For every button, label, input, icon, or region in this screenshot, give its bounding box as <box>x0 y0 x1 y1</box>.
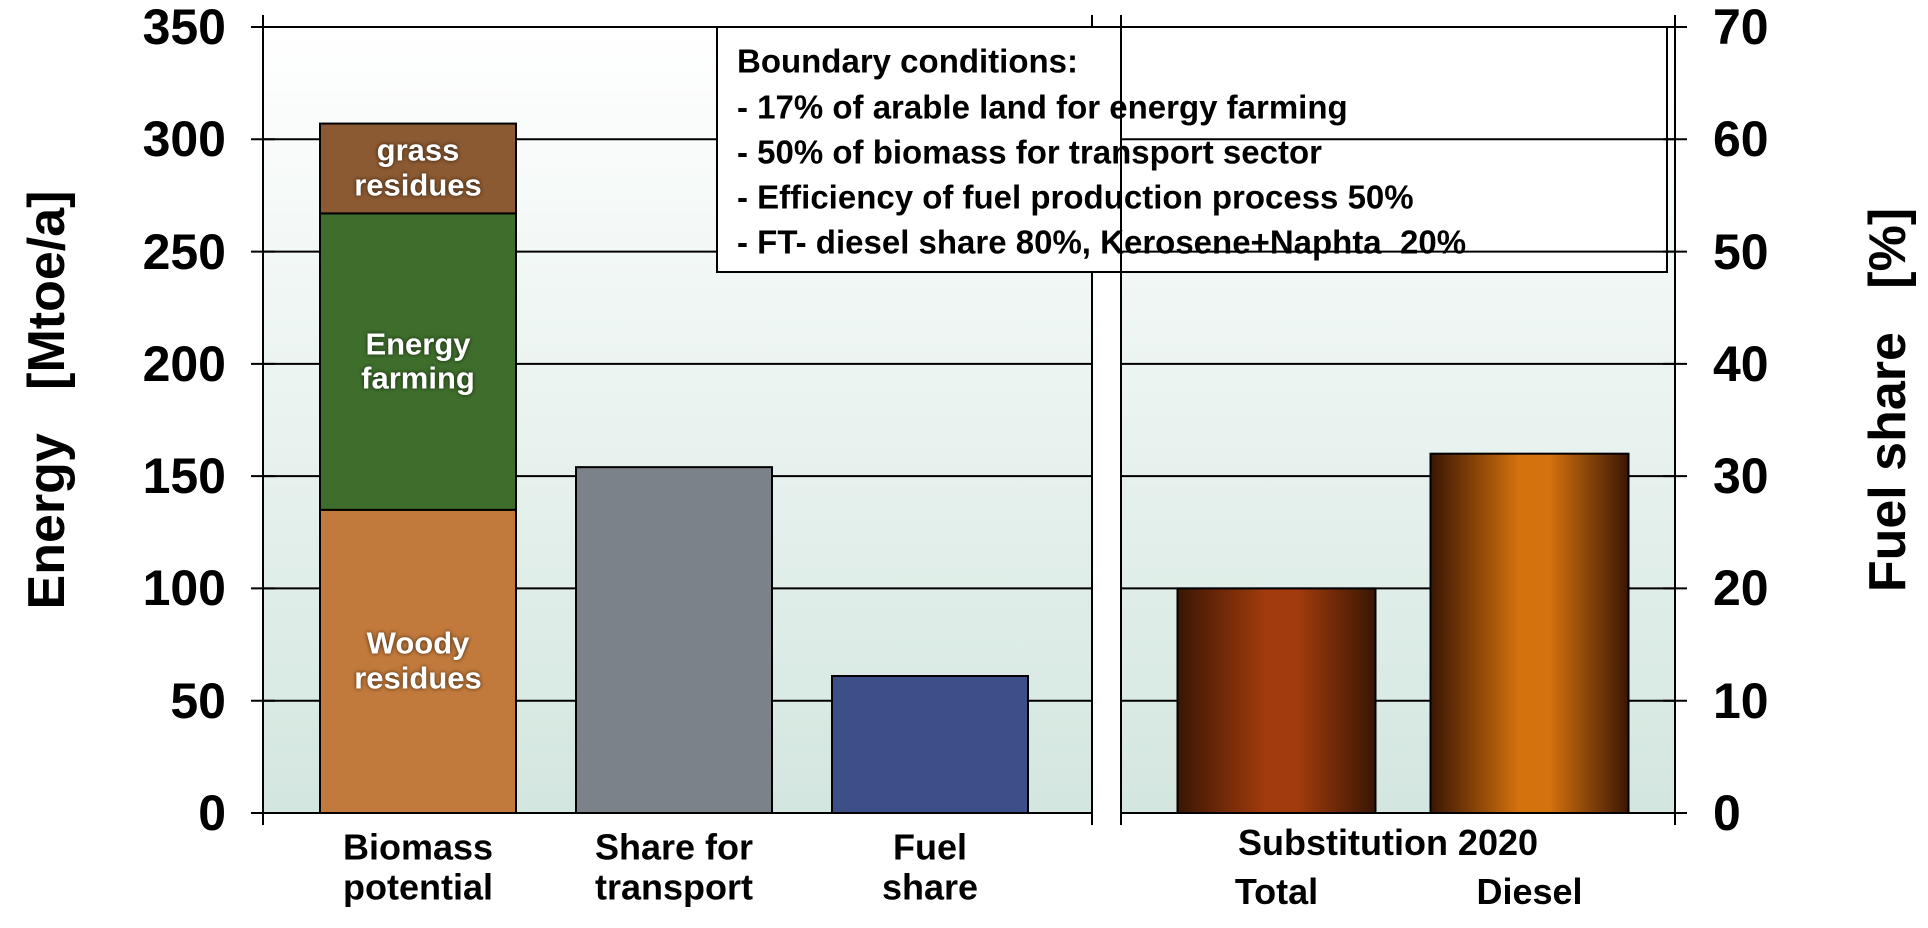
x-tick-label: Total <box>1234 870 1319 912</box>
y-tick-label: 30 <box>1713 448 1769 505</box>
segment-label: Energy farming <box>361 325 475 396</box>
bar <box>575 466 773 814</box>
annotation-line: - 17% of arable land for energy farming <box>737 88 1348 126</box>
y-tick-label: 60 <box>1713 111 1769 168</box>
bar <box>1176 587 1377 815</box>
x-tick-label: Diesel <box>1476 870 1583 912</box>
y-tick-label: 250 <box>142 223 226 280</box>
bar <box>831 675 1029 814</box>
y-tick-label: 40 <box>1713 335 1769 392</box>
y-tick-label: 70 <box>1713 0 1769 55</box>
segment-label: grass residues <box>354 132 482 203</box>
annotation-title: Boundary conditions: <box>737 42 1078 80</box>
y-tick-label: 100 <box>142 560 226 617</box>
bar <box>1429 452 1630 814</box>
y-axis-label: Fuel share [%] <box>1858 207 1917 593</box>
y-axis-label: Energy [Mtoe/a] <box>17 190 76 610</box>
y-tick-label: 0 <box>198 785 226 841</box>
segment-label: Woody residues <box>354 625 482 696</box>
annotation-line: - 50% of biomass for transport sector <box>737 133 1322 171</box>
y-tick-label: 300 <box>142 111 226 168</box>
bar-segment <box>319 212 517 511</box>
y-tick-label: 50 <box>170 672 226 729</box>
y-tick-label: 150 <box>142 448 226 505</box>
bar-segment <box>319 122 517 215</box>
y-tick-label: 10 <box>1713 672 1769 729</box>
x-tick-label: Fuel share <box>881 826 979 908</box>
annotation-line: - Efficiency of fuel production process … <box>737 178 1414 216</box>
annotation-line: - FT- diesel share 80%, Kerosene+Naphta … <box>737 223 1467 261</box>
y-tick-label: 350 <box>142 0 226 55</box>
y-tick-label: 20 <box>1713 560 1769 617</box>
y-tick-label: 200 <box>142 335 226 392</box>
x-tick-label: Biomass potential <box>342 826 494 908</box>
x-tick-label: Share for transport <box>594 826 754 908</box>
x-axis-title: Substitution 2020 <box>1237 821 1539 863</box>
y-tick-label: 0 <box>1713 785 1741 841</box>
y-tick-label: 50 <box>1713 223 1769 280</box>
